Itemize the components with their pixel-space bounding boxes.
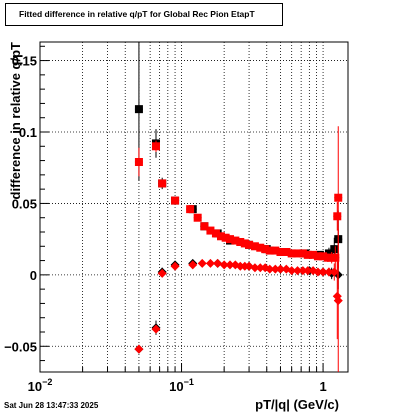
y-tick-label: 0 — [30, 268, 37, 283]
data-point-diamond — [275, 264, 285, 274]
data-point-diamond — [205, 258, 215, 268]
x-tick-label-base: 1 — [319, 379, 326, 394]
data-point-diamond — [225, 260, 235, 270]
data-point-square — [236, 238, 245, 246]
data-point-square — [221, 233, 230, 242]
data-point-diamond — [134, 344, 144, 354]
data-point-square — [334, 193, 343, 202]
data-point-square — [240, 239, 249, 248]
y-tick-label: 0.15 — [12, 54, 37, 69]
data-point-square — [333, 212, 342, 221]
data-point-square — [276, 248, 285, 256]
data-point-square — [330, 245, 339, 254]
x-tick-label: 10−2 — [28, 377, 53, 394]
data-point-square — [309, 250, 318, 259]
data-markers — [134, 42, 343, 372]
data-point-diamond — [219, 260, 229, 270]
data-point-diamond — [303, 266, 313, 276]
data-point-diamond — [170, 261, 180, 271]
data-point-square — [231, 236, 240, 245]
data-point-square — [158, 179, 167, 188]
data-point-diamond — [293, 266, 303, 276]
data-point-diamond — [250, 263, 260, 273]
data-point-square — [287, 249, 296, 258]
data-point-square — [245, 240, 254, 249]
data-point-square — [200, 222, 209, 231]
data-point-square — [211, 229, 220, 238]
data-point-diamond — [213, 258, 223, 268]
y-tick-label: 0.05 — [12, 196, 37, 211]
y-tick-label: 0.1 — [19, 125, 37, 140]
data-point-square — [134, 158, 143, 166]
data-point-square — [293, 249, 302, 258]
data-point-diamond — [188, 260, 198, 270]
data-point-square — [319, 252, 328, 261]
data-point-diamond — [324, 267, 334, 277]
x-tick-label-base: 10 — [169, 379, 183, 394]
data-point-diamond — [298, 266, 308, 276]
data-point-diamond — [197, 258, 207, 268]
data-point-square — [331, 253, 340, 262]
data-point-square — [216, 232, 225, 241]
x-tick-label-base: 10 — [28, 379, 42, 394]
x-tick-label-exponent: −1 — [184, 377, 194, 387]
data-point-diamond — [333, 296, 343, 306]
data-point-square — [186, 205, 195, 214]
data-point-square — [303, 250, 312, 259]
data-point-diamond — [151, 324, 161, 334]
data-point-square — [134, 105, 143, 114]
data-point-diamond — [265, 264, 275, 274]
y-axis-title: difference in relative q/pT — [8, 42, 23, 200]
grid-lines — [39, 42, 348, 372]
data-point-square — [206, 226, 215, 235]
data-point-square — [151, 142, 160, 151]
data-point-square — [256, 243, 265, 252]
x-tick-label: 1 — [319, 379, 326, 394]
data-point-square — [265, 246, 274, 255]
data-point-square — [193, 213, 202, 222]
data-point-diamond — [313, 267, 323, 277]
data-point-square — [261, 245, 270, 254]
data-point-square — [313, 252, 322, 261]
chart-title: Fitted difference in relative q/pT for G… — [5, 3, 283, 26]
data-point-square — [271, 246, 280, 255]
timestamp: Sat Jun 28 13:47:33 2025 — [4, 401, 99, 410]
data-point-square — [250, 242, 259, 251]
data-point-square — [282, 248, 291, 256]
data-point-diamond — [235, 261, 245, 271]
data-point-square — [298, 249, 307, 258]
plot-frame — [39, 41, 349, 373]
data-point-square — [324, 249, 333, 258]
data-point-diamond — [287, 266, 297, 276]
x-tick-label-exponent: −2 — [42, 377, 52, 387]
x-tick-label: 10−1 — [169, 377, 194, 394]
x-axis-title: pT/|q| (GeV/c) — [255, 397, 339, 412]
data-point-diamond — [255, 263, 265, 273]
y-tick-label: −0.05 — [4, 339, 37, 354]
data-point-diamond — [270, 264, 280, 274]
data-point-square — [226, 235, 235, 244]
data-point-diamond — [329, 267, 339, 277]
data-point-diamond — [318, 267, 328, 277]
data-point-square — [171, 196, 180, 205]
data-point-diamond — [157, 268, 167, 278]
